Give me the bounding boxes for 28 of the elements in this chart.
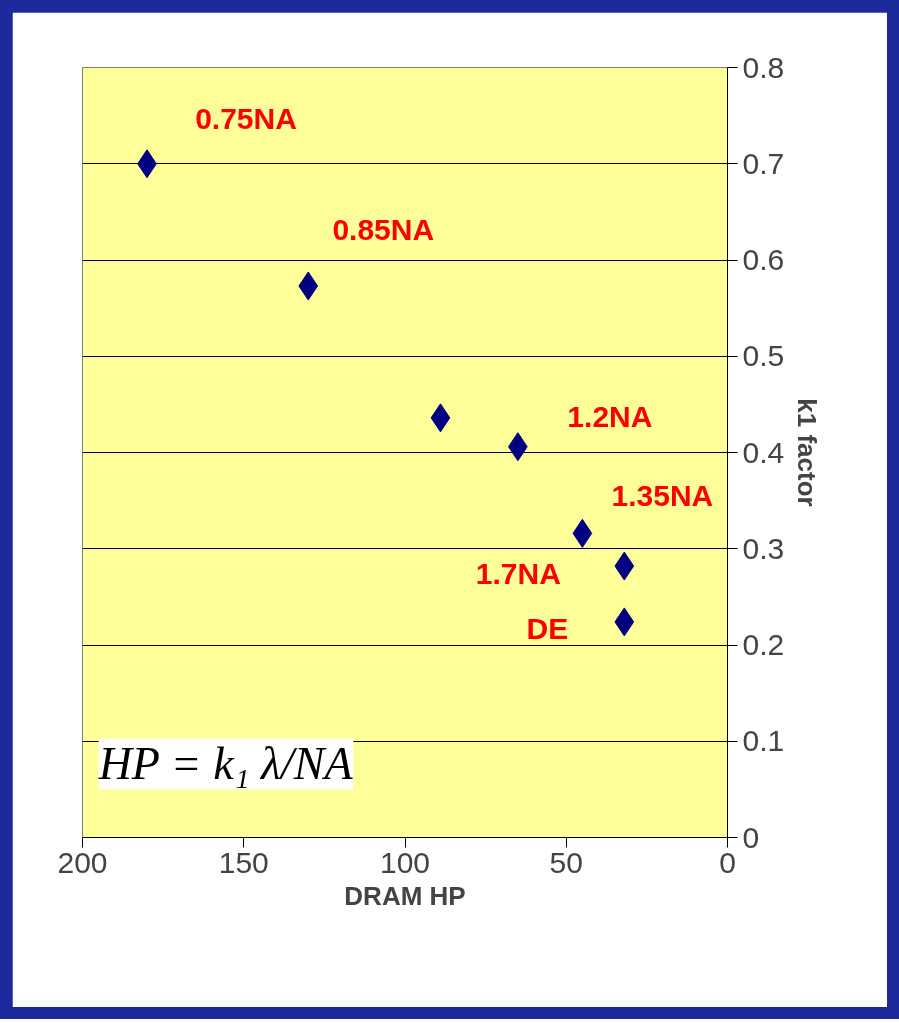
x-tick-label: 50 [549, 845, 583, 879]
point [614, 607, 635, 637]
annotation: HP = k₁ λ/NA [97, 738, 354, 790]
point [298, 271, 319, 301]
x-axis-title: DRAM HP [344, 880, 466, 911]
x-tick-label: 0 [719, 845, 736, 879]
point [572, 518, 593, 548]
y-axis-title: k1 factor [792, 398, 823, 507]
x-tick-label: 200 [57, 845, 108, 879]
point [430, 403, 451, 433]
y-tick-label: 0.6 [742, 243, 785, 276]
annotation: 1.7NA [475, 556, 561, 590]
annotation: 0.85NA [332, 213, 435, 247]
annotation: 0.75NA [195, 102, 297, 136]
y-tick-label: 0.7 [742, 146, 785, 180]
y-tick-label: 0 [742, 820, 760, 854]
point [614, 551, 635, 581]
annotation: 1.2NA [567, 400, 653, 434]
y-tick-label: 0.2 [742, 628, 785, 661]
y-tick-label: 0.4 [742, 435, 785, 469]
x-tick-label: 100 [379, 845, 431, 879]
y-tick-label: 0.5 [742, 339, 785, 373]
y-tick-label: 0.3 [742, 531, 785, 565]
annotation: 1.35NA [611, 478, 714, 512]
annotation: DE [526, 612, 569, 646]
y-tick-label: 0.1 [742, 724, 785, 758]
x-tick-label: 150 [218, 845, 269, 879]
y-tick-label: 0.8 [742, 50, 785, 84]
